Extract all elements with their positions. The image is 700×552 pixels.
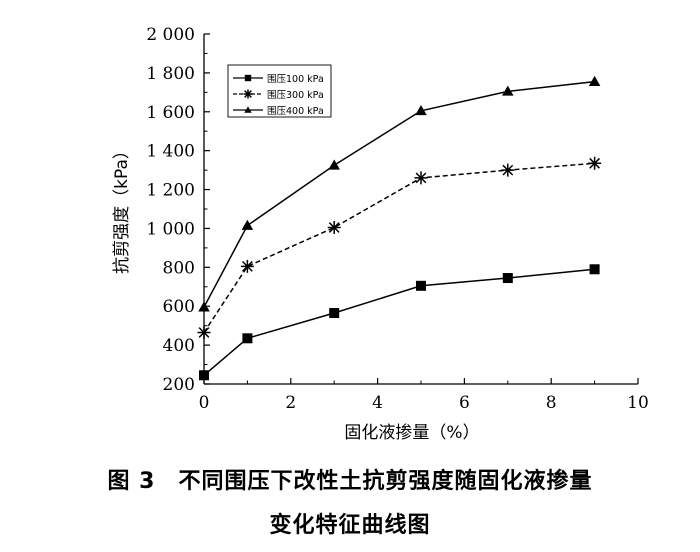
data-point xyxy=(588,75,601,86)
data-point xyxy=(197,325,211,339)
data-point xyxy=(415,105,427,116)
y-tick-label: 2 000 xyxy=(146,25,195,45)
legend: 围压100 kPa 围压300 kPa 围压400 kPa xyxy=(227,64,332,118)
y-tick-label: 1 200 xyxy=(146,181,195,201)
data-point xyxy=(502,85,514,96)
x-tick-label: 6 xyxy=(459,393,470,413)
legend-entry-label: 围压300 kPa xyxy=(267,90,324,101)
series-line-3 xyxy=(203,80,595,308)
axes: 200 400 600 800 1 000 1 200 1 400 1 600 1 800 2 0… xyxy=(146,25,648,413)
legend-marker xyxy=(244,74,252,82)
legend-marker xyxy=(243,89,253,99)
x-tick-label: 8 xyxy=(546,393,557,413)
y-tick-label: 200 xyxy=(163,375,195,395)
data-point xyxy=(416,280,426,291)
x-tick-label: 2 xyxy=(285,393,296,413)
legend-entry-label: 围压400 kPa xyxy=(267,106,324,117)
data-point xyxy=(589,264,600,275)
y-tick-label: 400 xyxy=(163,336,195,356)
data-point xyxy=(199,370,209,381)
y-tick-label: 800 xyxy=(163,258,195,278)
x-tick-label: 10 xyxy=(627,393,649,413)
y-axis-label: 抗剪强度（kPa） xyxy=(112,142,132,274)
series-group xyxy=(197,75,602,381)
y-tick-label: 1 400 xyxy=(146,142,195,162)
x-tick-label: 0 xyxy=(199,393,210,413)
data-point xyxy=(242,333,253,344)
series-line-2 xyxy=(203,162,595,333)
legend-marker xyxy=(244,106,252,113)
data-point xyxy=(328,159,340,170)
x-tick-label: 4 xyxy=(372,393,383,413)
figure-caption-line-2: 变化特征曲线图 xyxy=(269,513,431,538)
data-point xyxy=(588,156,602,170)
legend-entry-label: 围压100 kPa xyxy=(267,74,324,85)
data-point xyxy=(501,163,515,177)
data-point xyxy=(327,220,341,234)
x-axis-label: 固化液掺量（%） xyxy=(344,423,479,443)
series-line-1 xyxy=(203,268,595,376)
y-tick-label: 600 xyxy=(163,297,195,317)
data-point xyxy=(414,171,428,185)
data-point xyxy=(240,259,254,273)
data-point xyxy=(502,273,513,284)
chart: 200 400 600 800 1 000 1 200 1 400 1 600 1 800 2 0… xyxy=(112,25,649,443)
data-point xyxy=(198,301,210,312)
y-tick-label: 1 800 xyxy=(146,64,195,84)
data-point xyxy=(241,219,254,230)
y-tick-label: 1 600 xyxy=(146,103,195,123)
y-tick-label: 1 000 xyxy=(146,219,195,239)
figure-caption-line-1: 图 3 不同围压下改性土抗剪强度随固化液掺量 xyxy=(107,469,593,494)
data-point xyxy=(329,308,340,319)
